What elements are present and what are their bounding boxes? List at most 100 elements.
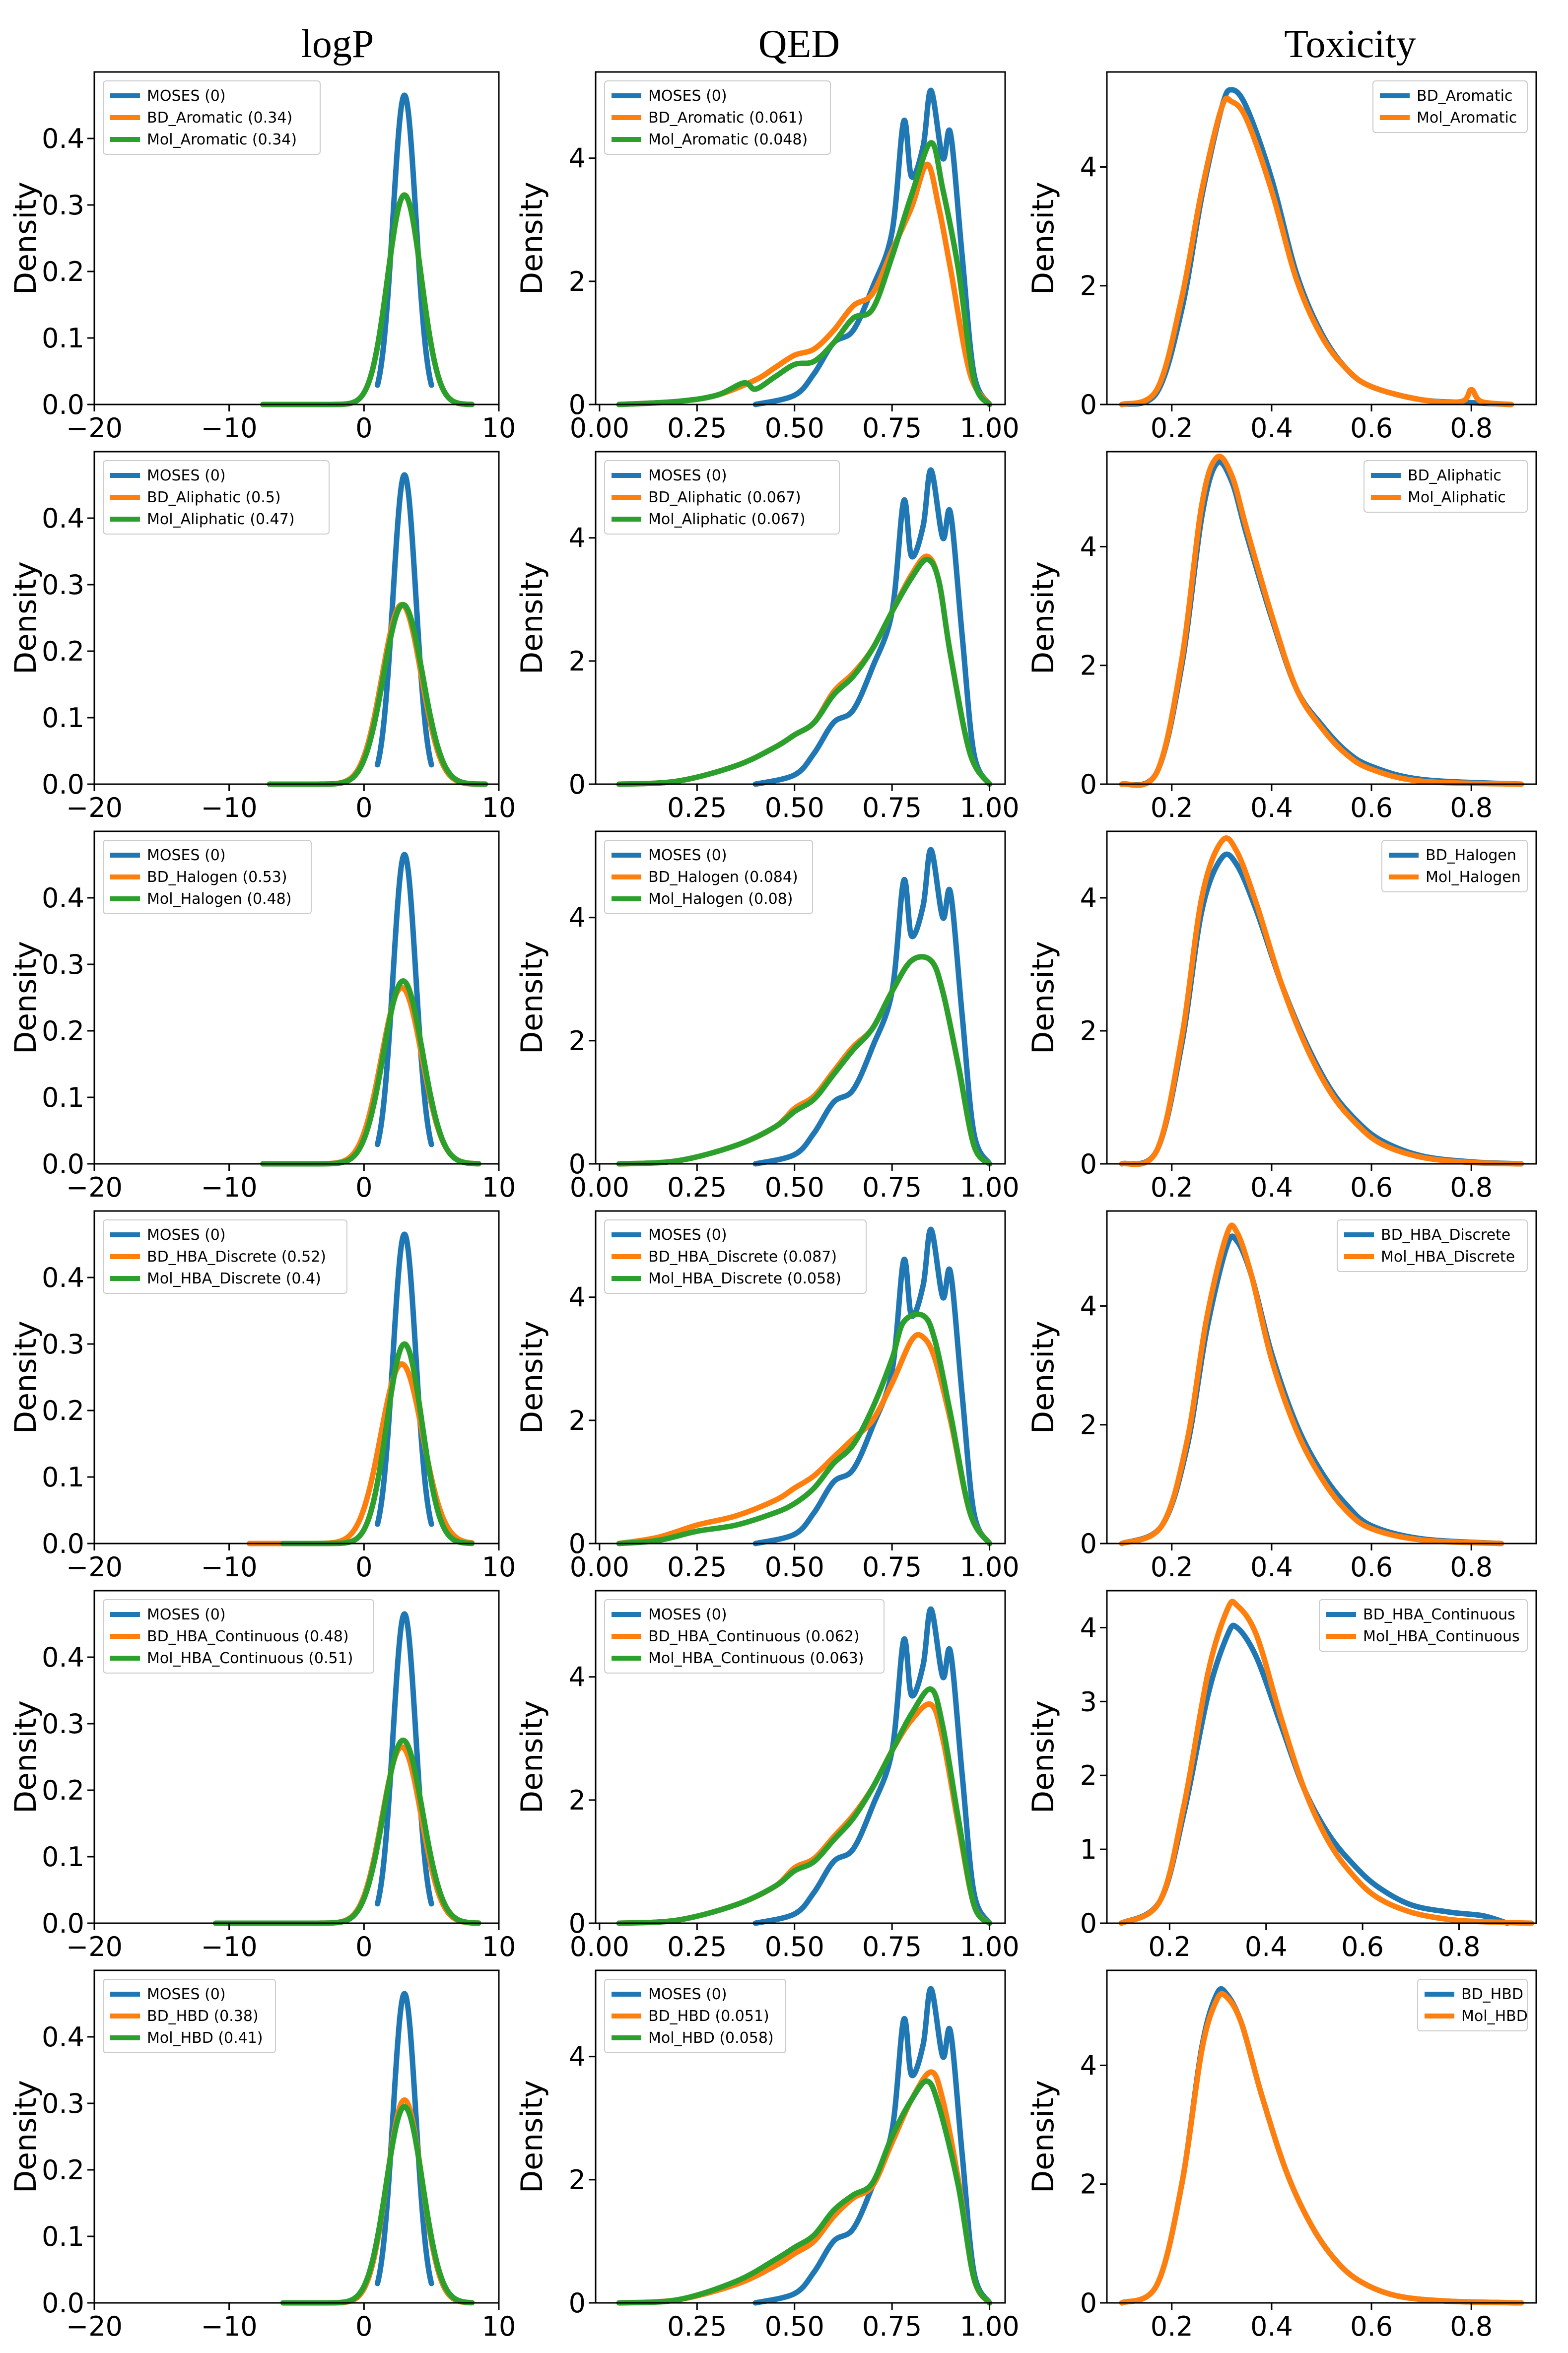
x-tick-label: 0.2 bbox=[1148, 1931, 1191, 1962]
y-tick-label: 4 bbox=[1080, 2050, 1097, 2081]
series-line-moses bbox=[752, 1606, 993, 1926]
panel-1-1: 0.25 0.50 0.75 1.00 0 2 4 Density MOSES (0) BD_Al… bbox=[515, 451, 1020, 823]
x-tick-label: 0.25 bbox=[667, 412, 727, 444]
x-tick-label: 0.75 bbox=[862, 2311, 922, 2342]
y-tick-label: 0.1 bbox=[42, 2221, 84, 2252]
x-tick-label: 0.8 bbox=[1450, 2311, 1493, 2342]
y-axis-label: Density bbox=[515, 941, 549, 1054]
legend-label: Mol_HBA_Discrete (0.4) bbox=[147, 1270, 321, 1287]
x-tick-label: 0.4 bbox=[1250, 1551, 1293, 1583]
y-tick-label: 2 bbox=[569, 266, 586, 297]
series-line-bd bbox=[1119, 95, 1514, 407]
y-axis-label: Density bbox=[515, 1700, 549, 1814]
y-tick-label: 1 bbox=[1080, 1834, 1097, 1865]
panel-frame bbox=[93, 1210, 500, 1545]
x-tick-label: −10 bbox=[201, 1172, 258, 1203]
x-tick-label: 1.00 bbox=[959, 1551, 1019, 1583]
legend-label: BD_Halogen bbox=[1426, 847, 1516, 864]
x-tick-label: 1.00 bbox=[959, 1172, 1019, 1203]
legend-label: BD_Halogen (0.084) bbox=[648, 869, 798, 886]
legend-label: MOSES (0) bbox=[648, 1226, 727, 1244]
y-tick-label: 0 bbox=[1080, 389, 1097, 420]
y-tick-label: 4 bbox=[1080, 1290, 1097, 1322]
column-title-logp: logP bbox=[301, 22, 374, 66]
panel-3-2: 0.2 0.4 0.6 0.8 0 2 4 Density BD_HBA_Discrete Mol… bbox=[1026, 1210, 1537, 1583]
y-tick-label: 0 bbox=[569, 2287, 586, 2319]
legend-box bbox=[1337, 1219, 1528, 1272]
panel-5-0: −20 −10 0 10 0.0 0.1 0.2 0.3 0.4 Density MOSES (0)… bbox=[8, 1969, 516, 2342]
x-tick-label: 0.50 bbox=[765, 412, 824, 444]
y-tick-label: 4 bbox=[1080, 882, 1097, 914]
series-line-bd bbox=[1119, 1991, 1524, 2306]
x-tick-label: 1.00 bbox=[959, 412, 1019, 444]
y-tick-label: 0 bbox=[1080, 2287, 1097, 2319]
x-tick-label: 1.00 bbox=[959, 792, 1019, 823]
y-tick-label: 3 bbox=[1080, 1686, 1097, 1717]
series-line-mol bbox=[616, 140, 993, 407]
y-tick-label: 0.4 bbox=[42, 2021, 84, 2053]
legend: BD_HBD Mol_HBD bbox=[1417, 1979, 1528, 2031]
series-line-bd bbox=[1119, 454, 1524, 788]
legend-box bbox=[604, 1979, 786, 2053]
y-tick-label: 4 bbox=[569, 523, 586, 554]
legend-label: Mol_Halogen (0.08) bbox=[648, 890, 793, 908]
legend-label: MOSES (0) bbox=[648, 847, 727, 864]
legend-box bbox=[1319, 1599, 1528, 1652]
panel-frame bbox=[595, 830, 1006, 1165]
series-line-moses bbox=[752, 467, 993, 787]
legend-label: BD_HBD (0.38) bbox=[147, 2008, 259, 2025]
legend-box bbox=[103, 840, 312, 914]
y-axis-label: Density bbox=[8, 2080, 43, 2193]
panel-0-2: 0.2 0.4 0.6 0.8 0 2 4 Density BD_Aromatic Mol_Aro… bbox=[1026, 71, 1537, 444]
panel-frame bbox=[1106, 1590, 1537, 1924]
column-title-qed: QED bbox=[758, 22, 840, 66]
series-line-mol bbox=[616, 1311, 993, 1546]
legend-box bbox=[604, 1219, 867, 1294]
legend-label: BD_HBD (0.051) bbox=[648, 2008, 769, 2025]
y-axis-label: Density bbox=[1026, 2080, 1061, 2193]
y-axis-label: Density bbox=[8, 1321, 43, 1434]
series-line-bd bbox=[1119, 835, 1524, 1167]
x-tick-label: 0.50 bbox=[765, 1551, 824, 1583]
y-tick-label: 0.1 bbox=[42, 702, 84, 734]
y-tick-label: 0 bbox=[1080, 769, 1097, 800]
y-tick-label: 4 bbox=[569, 1282, 586, 1313]
y-tick-label: 0.3 bbox=[42, 190, 84, 221]
x-tick-label: 0 bbox=[355, 792, 372, 823]
legend-box bbox=[604, 460, 840, 535]
legend-box bbox=[604, 1599, 885, 1674]
legend: BD_Aliphatic Mol_Aliphatic bbox=[1363, 460, 1528, 513]
x-tick-label: 0.2 bbox=[1151, 792, 1193, 823]
x-tick-label: 0.6 bbox=[1350, 2311, 1393, 2342]
y-tick-label: 0.4 bbox=[42, 503, 84, 534]
y-tick-label: 0.2 bbox=[42, 636, 84, 667]
x-tick-label: 0 bbox=[355, 1551, 372, 1583]
legend-label: BD_Aromatic (0.34) bbox=[147, 109, 292, 127]
legend-label: Mol_Aliphatic (0.47) bbox=[147, 511, 295, 528]
y-axis-label: Density bbox=[515, 1321, 549, 1434]
y-tick-label: 0.1 bbox=[42, 323, 84, 354]
legend: MOSES (0) BD_Aromatic (0.34) Mol_Aromatic … bbox=[103, 80, 321, 155]
y-tick-label: 2 bbox=[1080, 1015, 1097, 1047]
x-tick-label: 0.00 bbox=[570, 1172, 629, 1203]
y-tick-label: 4 bbox=[1080, 151, 1097, 183]
y-tick-label: 4 bbox=[569, 2041, 586, 2073]
x-tick-label: −10 bbox=[201, 2311, 258, 2342]
legend: MOSES (0) BD_HBD (0.38) Mol_HBD (0.41) bbox=[103, 1979, 276, 2053]
y-tick-label: 0.1 bbox=[42, 1462, 84, 1493]
y-tick-label: 0.3 bbox=[42, 2088, 84, 2119]
legend: MOSES (0) BD_HBA_Discrete (0.087) Mol_HBA_… bbox=[604, 1219, 867, 1294]
legend-label: BD_Halogen (0.53) bbox=[147, 869, 287, 886]
legend-label: Mol_Halogen (0.48) bbox=[147, 890, 291, 908]
x-tick-label: 0.50 bbox=[765, 1931, 824, 1962]
x-tick-label: 0 bbox=[355, 2311, 372, 2342]
y-tick-label: 0.2 bbox=[42, 256, 84, 287]
legend-box bbox=[103, 1219, 347, 1294]
legend-label: BD_Aliphatic (0.067) bbox=[648, 489, 801, 506]
panel-frame bbox=[1106, 1969, 1537, 2304]
legend-label: Mol_HBA_Continuous (0.063) bbox=[648, 1650, 864, 1667]
x-tick-label: 0.8 bbox=[1450, 412, 1493, 444]
x-tick-label: 0.4 bbox=[1250, 792, 1293, 823]
